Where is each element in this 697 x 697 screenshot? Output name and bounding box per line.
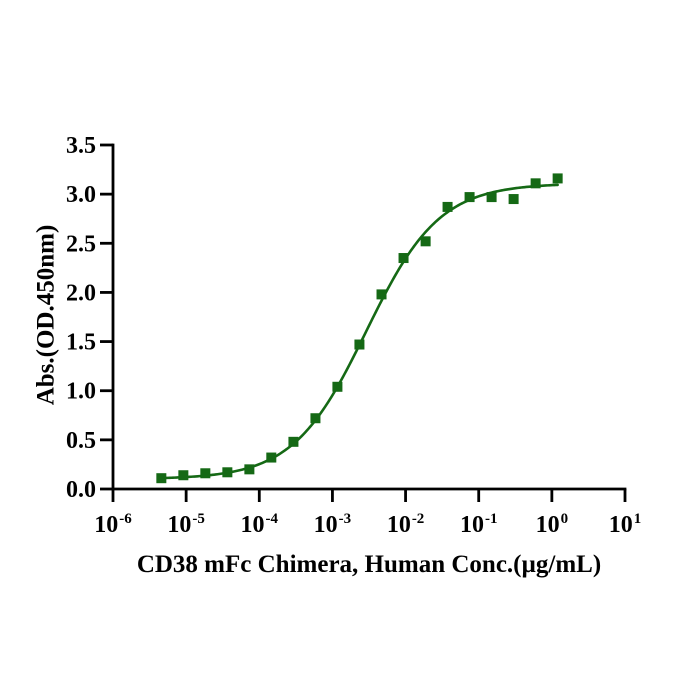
data-point-marker	[552, 173, 563, 184]
y-tick-label: 3.5	[66, 133, 96, 159]
x-tick-label: 10-6	[94, 511, 132, 538]
y-tick-label: 3.0	[66, 182, 96, 208]
y-axis-title: Abs.(OD.450nm)	[33, 225, 60, 406]
y-tick-label: 0.5	[66, 428, 96, 454]
data-point-marker	[376, 289, 387, 300]
data-point-marker	[178, 470, 189, 481]
x-axis-title: CD38 mFc Chimera, Human Conc.(µg/mL)	[137, 551, 601, 578]
data-series-layer	[156, 173, 563, 484]
fit-curve	[160, 183, 559, 480]
data-point-marker	[420, 236, 431, 247]
data-point-marker	[266, 452, 277, 463]
data-point-marker	[486, 192, 497, 203]
y-tick-label: 2.5	[66, 231, 96, 257]
data-point-marker	[464, 192, 475, 203]
y-tick-label: 1.5	[66, 330, 96, 356]
data-point-marker	[354, 339, 365, 350]
x-tick-label: 10-3	[314, 511, 352, 538]
data-point-marker	[222, 467, 233, 478]
x-tick-label: 10-4	[241, 511, 279, 538]
data-point-marker	[200, 468, 211, 479]
y-tick-label: 0.0	[66, 477, 96, 503]
y-tick-label: 1.0	[66, 379, 96, 405]
data-point-marker	[288, 436, 299, 447]
data-point-marker	[332, 381, 343, 392]
data-point-marker	[156, 473, 167, 484]
data-point-marker	[310, 413, 321, 424]
data-point-marker	[530, 178, 541, 189]
x-tick-label: 101	[609, 511, 642, 538]
data-point-marker	[508, 194, 519, 205]
axis-spines	[111, 143, 627, 491]
data-point-marker	[398, 253, 409, 264]
y-tick-label: 2.0	[66, 280, 96, 306]
x-tick-label: 10-1	[460, 511, 498, 538]
axes-layer: 10-6 10-5 10-4 10-3 10-2 10-1 100 101 0.0 0.5 1.0 1…	[66, 133, 641, 538]
x-tick-label: 10-2	[387, 511, 425, 538]
x-tick-label: 100	[536, 511, 569, 538]
data-point-marker	[442, 201, 453, 212]
data-point-marker	[244, 464, 255, 475]
x-tick-label: 10-5	[167, 511, 205, 538]
